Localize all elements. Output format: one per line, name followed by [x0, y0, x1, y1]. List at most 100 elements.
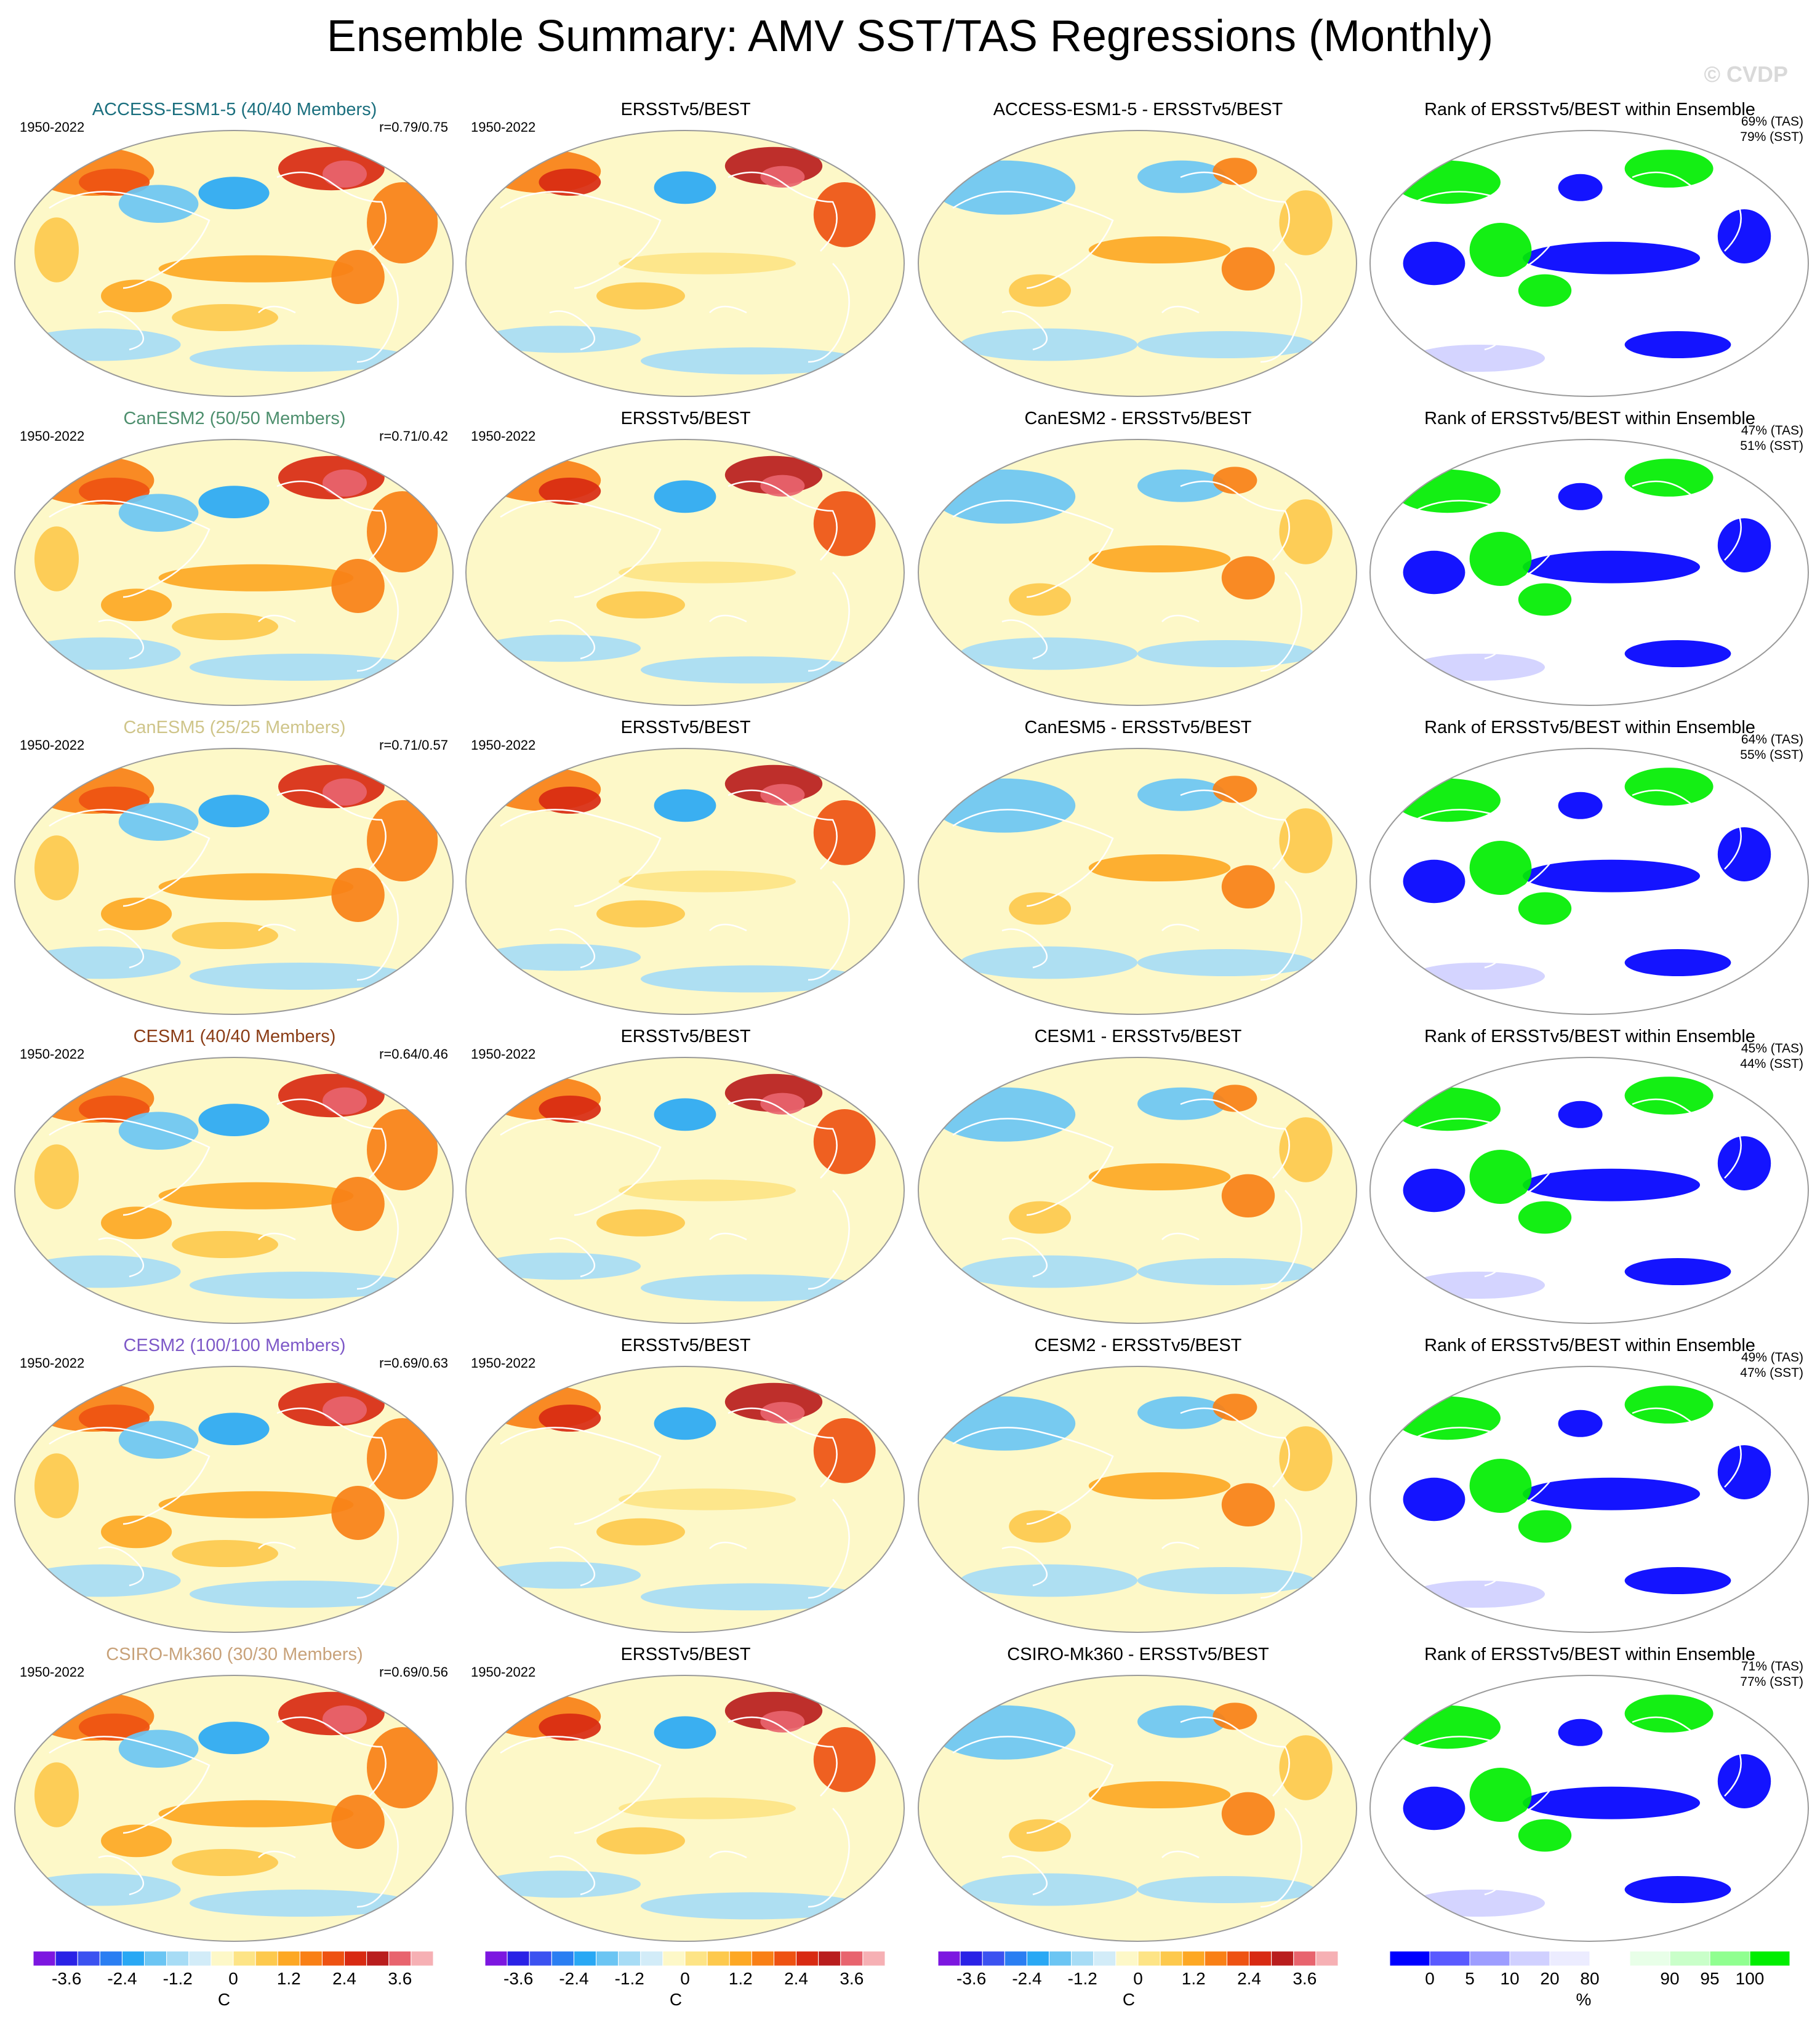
anomaly-contour — [619, 870, 796, 892]
anomaly-contour — [79, 1096, 150, 1123]
coastline — [1161, 1541, 1200, 1550]
coastline — [276, 171, 387, 252]
global-map — [1369, 1057, 1809, 1324]
anomaly-contour — [1624, 459, 1714, 497]
map-outline — [1369, 1057, 1809, 1324]
coastline — [1180, 1716, 1290, 1797]
coastline — [1632, 171, 1742, 252]
colorbar-swatch — [1315, 1951, 1339, 1967]
anomaly-contour — [1213, 776, 1257, 803]
anomaly-contour — [1518, 892, 1572, 925]
coastline — [500, 191, 662, 289]
anomaly-contour — [367, 1418, 438, 1499]
panel-title: Rank of ERSSTv5/BEST within Ensemble — [1424, 409, 1755, 428]
anomaly-contour — [101, 588, 172, 622]
anomaly-contour — [539, 787, 601, 814]
map-outline — [918, 1366, 1357, 1633]
coastline — [808, 263, 850, 363]
colorbar-unit: C — [670, 1990, 682, 2009]
colorbar-tick-label: 2.4 — [1237, 1969, 1261, 1988]
coastline — [1260, 881, 1302, 981]
coastline — [1632, 1716, 1742, 1797]
anomaly-contour — [367, 1727, 438, 1808]
obs-panel: ERSSTv5/BEST 1950-2022 — [459, 409, 913, 718]
panel-title: Rank of ERSSTv5/BEST within Ensemble — [1424, 1645, 1755, 1664]
anomaly-contour — [118, 1112, 199, 1150]
anomaly-contour — [641, 1274, 862, 1302]
anomaly-contour — [367, 1109, 438, 1190]
map-outline — [1369, 130, 1809, 397]
coastline — [549, 1237, 596, 1278]
coastline — [1613, 614, 1651, 623]
global-map — [465, 130, 905, 397]
colorbar-tick-label: -3.6 — [52, 1969, 81, 1988]
anomaly-contour — [158, 1182, 354, 1209]
colorbar-swatch — [321, 1951, 345, 1967]
anomaly-contour — [34, 1762, 79, 1827]
coastline — [1260, 263, 1302, 363]
map-outline — [918, 439, 1357, 706]
panel-title: ERSSTv5/BEST — [620, 100, 751, 119]
coastline — [709, 1232, 747, 1241]
colorbar-swatch — [1026, 1951, 1050, 1967]
coastline — [1161, 1232, 1200, 1241]
anomaly-contour — [760, 166, 805, 188]
anomaly-contour — [1279, 808, 1333, 873]
rank-panel: Rank of ERSSTv5/BEST within Ensemble 71% … — [1363, 1645, 1817, 1954]
coastline — [276, 1716, 387, 1797]
anomaly-contour — [1403, 1168, 1465, 1213]
global-map — [14, 439, 454, 706]
coastline — [276, 1407, 387, 1488]
anomaly-contour — [596, 1827, 685, 1855]
anomaly-contour — [481, 326, 641, 353]
colorbar-tick-label: 0 — [680, 1969, 690, 1988]
pattern-correlation: r=0.71/0.42 — [379, 428, 448, 444]
colorbar-swatch — [982, 1951, 1005, 1967]
panel-title: CSIRO-Mk360 - ERSSTv5/BEST — [1007, 1645, 1269, 1664]
colorbar-tick-label: 2.4 — [332, 1969, 356, 1988]
anomaly-contour — [481, 1871, 641, 1898]
coastline — [1001, 310, 1048, 351]
difference-panel: CanESM5 - ERSSTv5/BEST — [911, 718, 1365, 1027]
map-outline — [1369, 1366, 1809, 1633]
coastline — [709, 614, 747, 623]
colorbar-swatch — [729, 1951, 752, 1967]
colorbar-tick-label: 3.6 — [1293, 1969, 1317, 1988]
anomaly-contour — [1469, 223, 1532, 277]
colorbar-tick-label: -2.4 — [1012, 1969, 1041, 1988]
colorbar-swatch — [1115, 1951, 1139, 1967]
coastline — [1712, 1190, 1754, 1290]
panel-title: CanESM5 - ERSSTv5/BEST — [1024, 718, 1252, 737]
anomaly-contour — [1009, 1819, 1071, 1852]
coastline — [1260, 572, 1302, 672]
coastline — [1453, 619, 1500, 660]
map-outline — [918, 1057, 1357, 1324]
anomaly-contour — [654, 1098, 716, 1131]
anomaly-contour — [1469, 1150, 1532, 1204]
anomaly-contour — [367, 800, 438, 881]
anomaly-contour — [654, 480, 716, 513]
coastline — [808, 881, 850, 981]
rank-panel: Rank of ERSSTv5/BEST within Ensemble 64% … — [1363, 718, 1817, 1027]
anomaly-contour — [1221, 1792, 1275, 1835]
coastline — [356, 1808, 399, 1908]
anomaly-contour — [1403, 859, 1465, 904]
coastline — [1161, 923, 1200, 932]
coastline — [1613, 1232, 1651, 1241]
coastline — [728, 171, 838, 252]
global-map — [14, 1675, 454, 1942]
anomaly-contour — [172, 613, 278, 640]
anomaly-contour — [118, 185, 199, 223]
anomaly-contour — [619, 252, 796, 275]
global-map — [465, 1366, 905, 1633]
anomaly-contour — [1624, 150, 1714, 188]
colorbar-unit: C — [1123, 1990, 1135, 2009]
colorbar-tick-label: 20 — [1540, 1969, 1559, 1988]
anomaly-contour — [323, 1396, 367, 1424]
anomaly-contour — [1624, 1567, 1731, 1594]
anomaly-contour — [1213, 1393, 1257, 1421]
anomaly-contour — [813, 1109, 876, 1174]
anomaly-contour — [1213, 467, 1257, 494]
rank-sst-percent: 55% (SST) — [1740, 748, 1803, 762]
model-panel: CESM2 (100/100 Members) 1950-2022 r=0.69/0… — [7, 1336, 462, 1645]
